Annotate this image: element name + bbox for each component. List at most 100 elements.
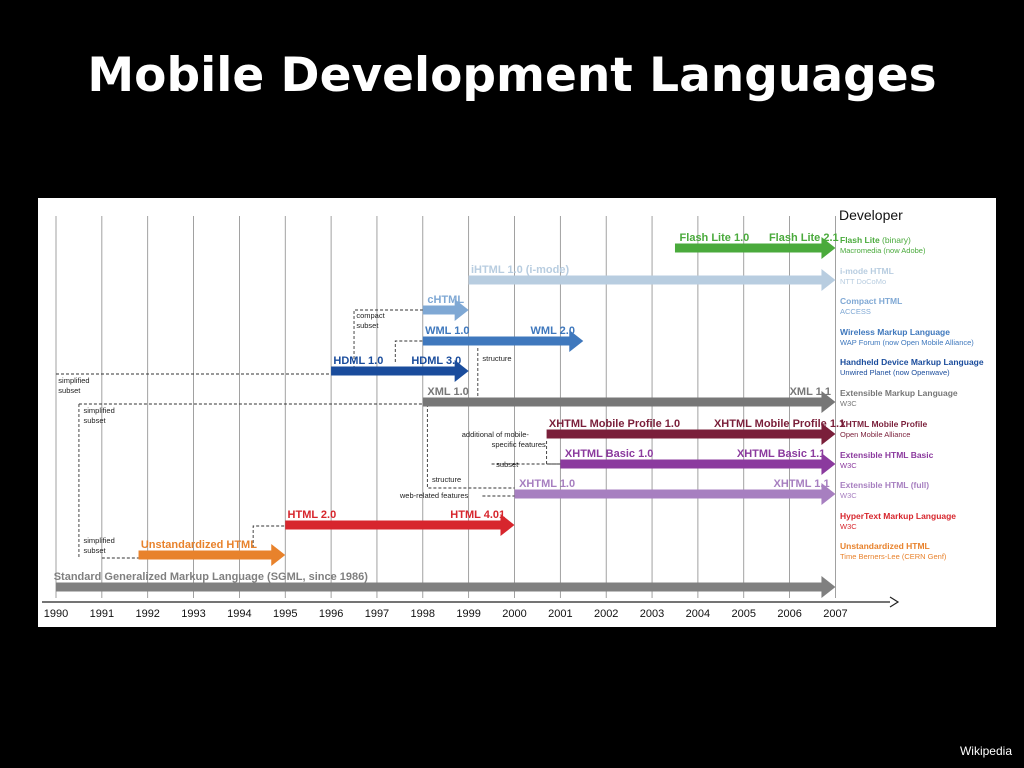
year-tick-label: 1996 — [319, 608, 343, 620]
note-mobile-features: additional of mobile- — [462, 430, 530, 439]
legend-item-name: Extensible HTML (full) — [840, 480, 929, 490]
year-tick-label: 1997 — [365, 608, 389, 620]
derivation-connector — [353, 309, 423, 374]
legend-item-org: Macromedia (now Adobe) — [840, 246, 926, 255]
bar-label: XHTML Basic 1.0 — [565, 448, 653, 460]
bar-label: XHTML 1.1 — [774, 478, 830, 490]
year-tick-label: 2003 — [640, 608, 664, 620]
legend-item-org: NTT DoCoMo — [840, 277, 886, 286]
bar-xhtml-full — [514, 483, 836, 505]
derivation-connector — [394, 340, 423, 362]
year-tick-label: 1992 — [135, 608, 159, 620]
year-tick-label: 2005 — [732, 608, 756, 620]
bar-label: XML 1.1 — [790, 386, 831, 398]
bar-flash-lite — [674, 237, 836, 259]
derivation-connector — [252, 525, 286, 548]
bar-chtml — [422, 299, 469, 321]
developer-legend: Developer Flash Lite (binary)Macromedia (… — [839, 207, 984, 561]
note-subset: subset — [496, 460, 519, 469]
note-simplified-subset: simplified — [58, 376, 89, 385]
legend-item-org: W3C — [840, 491, 857, 500]
bar-unstd-html — [138, 544, 286, 566]
bar-html — [285, 514, 515, 536]
note-compact-subset: compact — [356, 311, 385, 320]
note-simplified-subset: subset — [58, 386, 81, 395]
bar-label: XHTML Mobile Profile 1.1 — [714, 418, 845, 430]
bar-label: Flash Lite 2.1 — [769, 232, 839, 244]
bar-label: Flash Lite 1.0 — [680, 232, 750, 244]
language-bars: Flash Lite 1.0 Flash Lite 2.1 iHTML 1.0 (i… — [54, 232, 845, 598]
note-compact-subset: subset — [356, 321, 379, 330]
bar-xhtml-basic — [560, 453, 836, 475]
bar-label: WML 2.0 — [531, 325, 575, 337]
note-structure: structure — [432, 475, 461, 484]
legend-item-name: Wireless Markup Language — [840, 327, 950, 337]
language-timeline-diagram: Flash Lite 1.0 Flash Lite 2.1 iHTML 1.0 (i… — [38, 198, 996, 627]
bar-label: Standard Generalized Markup Language (SG… — [54, 571, 369, 583]
bar-label: HTML 4.01 — [450, 509, 505, 521]
year-tick-label: 2002 — [594, 608, 618, 620]
legend-item-org: W3C — [840, 522, 857, 531]
legend-item-name: Extensible HTML Basic — [840, 450, 934, 460]
year-tick-label: 2006 — [777, 608, 801, 620]
year-tick-label: 1993 — [181, 608, 205, 620]
year-tick-label: 2004 — [686, 608, 710, 620]
bar-label: XML 1.0 — [427, 386, 468, 398]
year-axis: 1990 1991 1992 1993 1994 1995 1996 1997 1998 1999… — [42, 596, 900, 620]
legend-header: Developer — [839, 207, 903, 223]
time-axis-arrowhead — [889, 596, 900, 608]
year-tick-label: 2000 — [502, 608, 526, 620]
connector-notes: compactsubsetstructuresimplifiedsubsetsi… — [58, 311, 546, 555]
note-web-related: web-related features — [399, 491, 469, 500]
legend-item-name: i-mode HTML — [840, 266, 894, 276]
year-tick-label: 2007 — [823, 608, 847, 620]
year-tick-label: 1995 — [273, 608, 297, 620]
legend-item-org: Open Mobile Alliance — [840, 430, 910, 439]
year-tick-label: 1998 — [411, 608, 435, 620]
bar-xhtml-mp — [546, 423, 836, 445]
bar-sgml — [56, 576, 836, 598]
legend-item-name: XHTML Mobile Profile — [840, 419, 927, 429]
bar-label: HDML 3.0 — [411, 355, 461, 367]
legend-item-org: W3C — [840, 399, 857, 408]
bar-label: XHTML Mobile Profile 1.0 — [549, 418, 680, 430]
bar-label: cHTML — [427, 294, 464, 306]
bar-label: WML 1.0 — [425, 325, 469, 337]
bar-label: HDML 1.0 — [333, 355, 383, 367]
note-simplified-subset: subset — [84, 546, 107, 555]
legend-item-suffix: (binary) — [880, 235, 911, 245]
legend-item-name: Compact HTML — [840, 296, 902, 306]
legend-item-name: Unstandardized HTML — [840, 541, 930, 551]
year-tick-label: 1990 — [44, 608, 68, 620]
legend-item-org: W3C — [840, 461, 857, 470]
derivation-connector — [546, 441, 561, 465]
derivation-connectors — [56, 309, 561, 559]
legend-item-org: Time Berners-Lee (CERN Genf) — [840, 552, 947, 561]
bar-ihtml — [468, 269, 836, 291]
slide-title: Mobile Development Languages — [87, 48, 937, 103]
bar-label: iHTML 1.0 (i-mode) — [471, 264, 570, 276]
note-simplified-subset: subset — [84, 416, 107, 425]
bar-wml — [422, 330, 584, 352]
legend-item-name: Extensible Markup Language — [840, 388, 958, 398]
bar-label: XHTML Basic 1.1 — [737, 448, 825, 460]
bar-label: XHTML 1.0 — [519, 478, 575, 490]
legend-item-name: HyperText Markup Language — [840, 511, 956, 521]
note-simplified-subset: simplified — [84, 536, 115, 545]
derivation-connector — [426, 404, 515, 489]
year-tick-label: 1991 — [90, 608, 114, 620]
legend-item-name: Handheld Device Markup Language — [840, 357, 984, 367]
year-tick-label: 1994 — [227, 608, 251, 620]
legend-item-org: Unwired Planet (now Openwave) — [840, 368, 950, 377]
legend-item-name: Flash Lite (binary) — [840, 235, 911, 245]
bar-hdml — [331, 360, 469, 382]
year-tick-label: 2001 — [548, 608, 572, 620]
source-credit: Wikipedia — [959, 744, 1012, 758]
note-structure: structure — [482, 354, 511, 363]
bar-xml — [422, 391, 836, 413]
note-simplified-subset: simplified — [84, 406, 115, 415]
timeline-svg: Flash Lite 1.0 Flash Lite 2.1 iHTML 1.0 (i… — [42, 207, 984, 620]
legend-item-org: WAP Forum (now Open Mobile Alliance) — [840, 338, 974, 347]
bar-label: HTML 2.0 — [288, 509, 337, 521]
year-tick-label: 1999 — [456, 608, 480, 620]
